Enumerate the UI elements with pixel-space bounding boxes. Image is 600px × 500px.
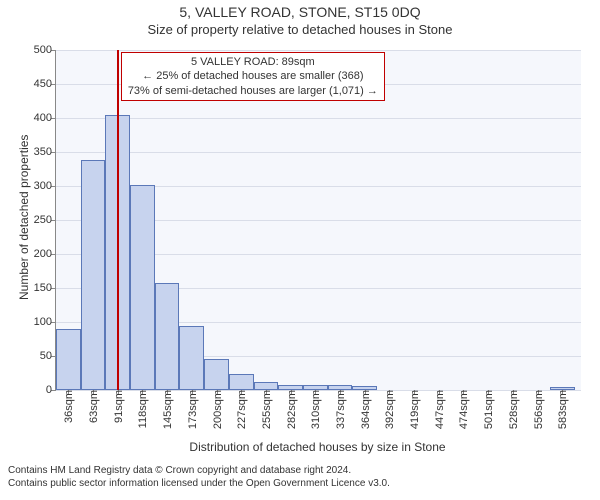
x-tick-label: 200sqm (210, 390, 224, 429)
histogram-bar (130, 185, 155, 390)
annotation-box: 5 VALLEY ROAD: 89sqm← 25% of detached ho… (121, 52, 385, 101)
x-tick-label: 392sqm (382, 390, 396, 429)
histogram-bar (204, 359, 229, 390)
x-tick-label: 255sqm (259, 390, 273, 429)
gridline (56, 118, 581, 119)
histogram-bar (155, 283, 180, 390)
annotation-line3: 73% of semi-detached houses are larger (… (128, 84, 378, 98)
histogram-bar (56, 329, 81, 390)
chart-subtitle: Size of property relative to detached ho… (0, 20, 600, 37)
y-tick-label: 50 (40, 350, 56, 362)
y-tick-label: 400 (34, 112, 56, 124)
x-tick-label: 91sqm (111, 390, 125, 423)
chart-title: 5, VALLEY ROAD, STONE, ST15 0DQ (0, 0, 600, 20)
x-tick-label: 556sqm (531, 390, 545, 429)
histogram-bar (179, 326, 204, 390)
annotation-line1: 5 VALLEY ROAD: 89sqm (128, 55, 378, 69)
y-tick-label: 100 (34, 316, 56, 328)
plot-area: 05010015020025030035040045050036sqm63sqm… (55, 50, 581, 391)
x-tick-label: 36sqm (61, 390, 75, 423)
y-tick-label: 200 (34, 248, 56, 260)
x-tick-label: 310sqm (308, 390, 322, 429)
gridline (56, 50, 581, 51)
y-tick-label: 500 (34, 44, 56, 56)
y-tick-label: 450 (34, 78, 56, 90)
x-axis-title: Distribution of detached houses by size … (55, 440, 580, 454)
reference-marker (117, 50, 119, 390)
x-tick-label: 447sqm (432, 390, 446, 429)
x-tick-label: 227sqm (234, 390, 248, 429)
x-tick-label: 364sqm (358, 390, 372, 429)
x-tick-label: 282sqm (284, 390, 298, 429)
x-tick-label: 501sqm (481, 390, 495, 429)
y-tick-label: 300 (34, 180, 56, 192)
gridline (56, 152, 581, 153)
footer-line-2: Contains public sector information licen… (8, 477, 592, 490)
footer: Contains HM Land Registry data © Crown c… (0, 460, 600, 494)
x-tick-label: 118sqm (135, 390, 149, 428)
histogram-bar (229, 374, 254, 390)
y-tick-label: 350 (34, 146, 56, 158)
y-tick-label: 150 (34, 282, 56, 294)
histogram-bar (81, 160, 106, 390)
x-tick-label: 528sqm (506, 390, 520, 429)
x-tick-label: 474sqm (456, 390, 470, 429)
x-tick-label: 145sqm (160, 390, 174, 429)
y-tick-label: 0 (46, 384, 56, 396)
annotation-line2: ← 25% of detached houses are smaller (36… (128, 69, 378, 83)
x-tick-label: 337sqm (333, 390, 347, 429)
y-tick-label: 250 (34, 214, 56, 226)
x-tick-label: 419sqm (407, 390, 421, 429)
x-tick-label: 63sqm (86, 390, 100, 423)
y-axis-title: Number of detached properties (17, 135, 31, 300)
x-tick-label: 583sqm (555, 390, 569, 429)
x-tick-label: 173sqm (185, 390, 199, 429)
histogram-bar (254, 382, 279, 390)
chart-container: 5, VALLEY ROAD, STONE, ST15 0DQ Size of … (0, 0, 600, 500)
footer-line-1: Contains HM Land Registry data © Crown c… (8, 464, 592, 477)
